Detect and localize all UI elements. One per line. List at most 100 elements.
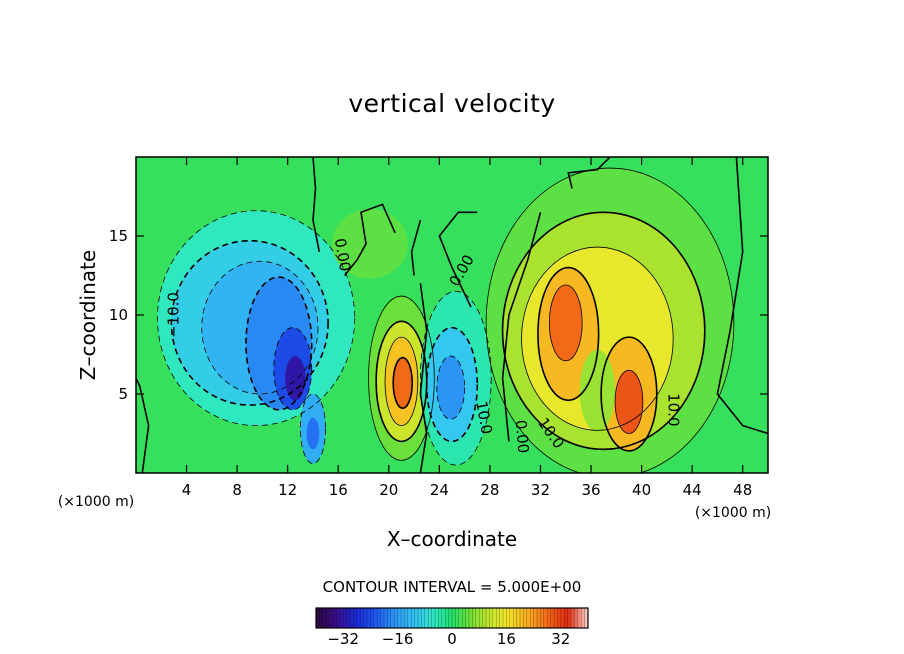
colorbar-swatch [489, 608, 494, 628]
colorbar-swatch [482, 608, 487, 628]
colorbar-swatch [509, 608, 514, 628]
x-tick-label: 28 [480, 481, 499, 499]
zero-contour-5 [501, 212, 542, 442]
colorbar-swatch [506, 608, 511, 628]
chart-title: vertical velocity [348, 89, 555, 118]
downdraft-lower-core [306, 417, 320, 450]
contour-neg10 [170, 239, 329, 406]
contour-a5 [368, 295, 435, 461]
colorbar-swatch [560, 608, 565, 628]
colorbar-swatch [353, 608, 358, 628]
contour-c20-right [600, 336, 658, 452]
colorbar-swatch [530, 608, 534, 628]
downdraft-b-core [436, 356, 465, 420]
colorbar-swatch [584, 608, 589, 628]
contour-b15 [436, 355, 466, 420]
colorbar-swatch [554, 608, 558, 628]
colorbar-swatch [469, 608, 473, 628]
colorbar-swatch [390, 608, 395, 628]
contour-label: 0.00 [512, 419, 533, 454]
y-axis-ticks: 5 10 15 [109, 227, 768, 403]
colorbar-tick-label: −32 [327, 630, 359, 648]
colorbar-swatch [333, 608, 337, 628]
x-tick-label: 48 [733, 481, 752, 499]
contour-interval-note: CONTOUR INTERVAL = 5.000E+00 [323, 578, 582, 596]
colorbar-swatch [448, 608, 453, 628]
colorbar-swatch [438, 608, 443, 628]
colorbar-swatch [346, 608, 351, 628]
colorbar-swatch [394, 608, 398, 628]
updraft-c-notch [579, 349, 616, 432]
updraft-c-left-peak [549, 284, 583, 361]
colorbar-swatch [540, 608, 545, 628]
colorbar-swatch [322, 608, 327, 628]
colorbar-swatch [543, 608, 548, 628]
colorbar-tick-label: 32 [551, 630, 570, 648]
colorbar-swatch [492, 608, 497, 628]
colorbar-swatch [499, 608, 504, 628]
contour-b5 [419, 290, 492, 466]
colorbar-swatch [421, 608, 426, 628]
colorbar-swatch [363, 608, 368, 628]
y-axis-title: Z–coordinate [76, 250, 100, 380]
contour-a20 [392, 356, 413, 410]
contour-label: −10.0 [164, 292, 182, 338]
colorbar-swatch [326, 608, 330, 628]
colorbar-swatch [360, 608, 364, 628]
x-tick-label: 16 [329, 481, 348, 499]
contour-neg5 [157, 210, 356, 427]
x-tick-label: 24 [430, 481, 449, 499]
colorbar-swatch [581, 608, 585, 628]
x-tick-label: 12 [278, 481, 297, 499]
x-tick-label: 40 [632, 481, 651, 499]
contour-label: 0.00 [331, 237, 355, 273]
colorbar-swatch [316, 608, 320, 628]
contour-c20-left [537, 266, 600, 402]
colorbar-swatch [496, 608, 500, 628]
colorbar-swatch [441, 608, 446, 628]
colorbar-swatch [537, 608, 541, 628]
contour-c10 [501, 211, 706, 451]
colorbar-swatch [452, 608, 456, 628]
colorbar-swatch [520, 608, 524, 628]
colorbar-swatch [428, 608, 432, 628]
downdraft-peak [285, 356, 306, 401]
colorbar-swatch [533, 608, 538, 628]
colorbar-swatch [526, 608, 531, 628]
x-axis-title: X–coordinate [387, 527, 517, 551]
colorbar-swatch [455, 608, 460, 628]
colorbar [315, 607, 589, 629]
colorbar-swatch [319, 608, 324, 628]
colorbar-swatch [577, 608, 582, 628]
colorbar-swatch [407, 608, 412, 628]
colorbar-swatch [387, 608, 392, 628]
colorbar-swatch [458, 608, 463, 628]
colorbar-swatch [343, 608, 347, 628]
contour-lines [136, 157, 768, 473]
colorbar-swatch [523, 608, 528, 628]
colorbar-swatch [373, 608, 378, 628]
colorbar-swatch [513, 608, 517, 628]
y-tick-label: 10 [109, 306, 128, 324]
contour-c5 [485, 167, 735, 473]
colorbar-swatch [472, 608, 477, 628]
contour-c25-left [548, 284, 583, 362]
x-tick-label: 44 [683, 481, 702, 499]
colorbar-tick-label: −16 [382, 630, 414, 648]
zero-contour-1 [312, 157, 321, 252]
x-tick-label: 20 [379, 481, 398, 499]
colorbar-swatch [465, 608, 470, 628]
colorbar-swatch [479, 608, 483, 628]
contour-label: 10.0 [472, 400, 496, 436]
colorbar-swatch [431, 608, 436, 628]
colorbar-swatch [397, 608, 402, 628]
colorbar-swatch [377, 608, 381, 628]
colorbar-swatch [380, 608, 385, 628]
colorbar-swatch [557, 608, 562, 628]
colorbar-frame [315, 607, 589, 629]
contour-neg20 [245, 276, 313, 411]
colorbar-swatch [564, 608, 568, 628]
contour-label: 10.0 [665, 393, 683, 426]
colorbar-swatch [462, 608, 466, 628]
